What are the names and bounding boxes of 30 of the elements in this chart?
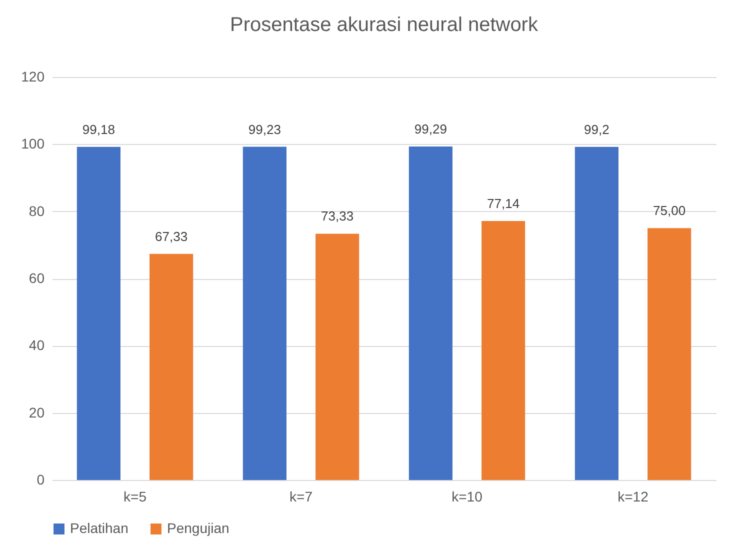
data-label: 99,29 bbox=[414, 122, 447, 137]
bar bbox=[408, 146, 452, 480]
bar bbox=[150, 254, 194, 480]
x-tick-label: k=12 bbox=[618, 488, 649, 504]
y-tick-label: 100 bbox=[21, 136, 45, 152]
y-tick-label: 0 bbox=[36, 472, 45, 488]
data-label: 75,00 bbox=[653, 203, 686, 218]
data-label: 77,14 bbox=[487, 196, 520, 211]
legend-label: Pelatihan bbox=[70, 520, 128, 536]
chart-title: Prosentase akurasi neural network bbox=[230, 14, 539, 36]
y-tick-label: 60 bbox=[28, 270, 45, 286]
x-tick-label: k=7 bbox=[290, 488, 313, 504]
x-tick-label: k=10 bbox=[452, 488, 483, 504]
data-label: 99,2 bbox=[584, 122, 610, 137]
bar bbox=[242, 146, 286, 480]
x-tick-label: k=5 bbox=[124, 488, 147, 504]
bar bbox=[316, 234, 360, 480]
y-tick-label: 120 bbox=[21, 68, 45, 84]
bar bbox=[648, 228, 692, 480]
data-label: 99,18 bbox=[82, 122, 115, 137]
data-label: 99,23 bbox=[248, 122, 281, 137]
data-label: 73,33 bbox=[321, 208, 354, 224]
y-tick-label: 20 bbox=[28, 404, 45, 420]
y-tick-label: 40 bbox=[28, 337, 45, 354]
bar bbox=[574, 146, 618, 480]
y-tick-label: 80 bbox=[28, 202, 45, 219]
data-label: 67,33 bbox=[155, 228, 188, 244]
bar bbox=[482, 220, 526, 480]
bar bbox=[76, 146, 120, 480]
legend-label: Pengujian bbox=[167, 520, 230, 536]
